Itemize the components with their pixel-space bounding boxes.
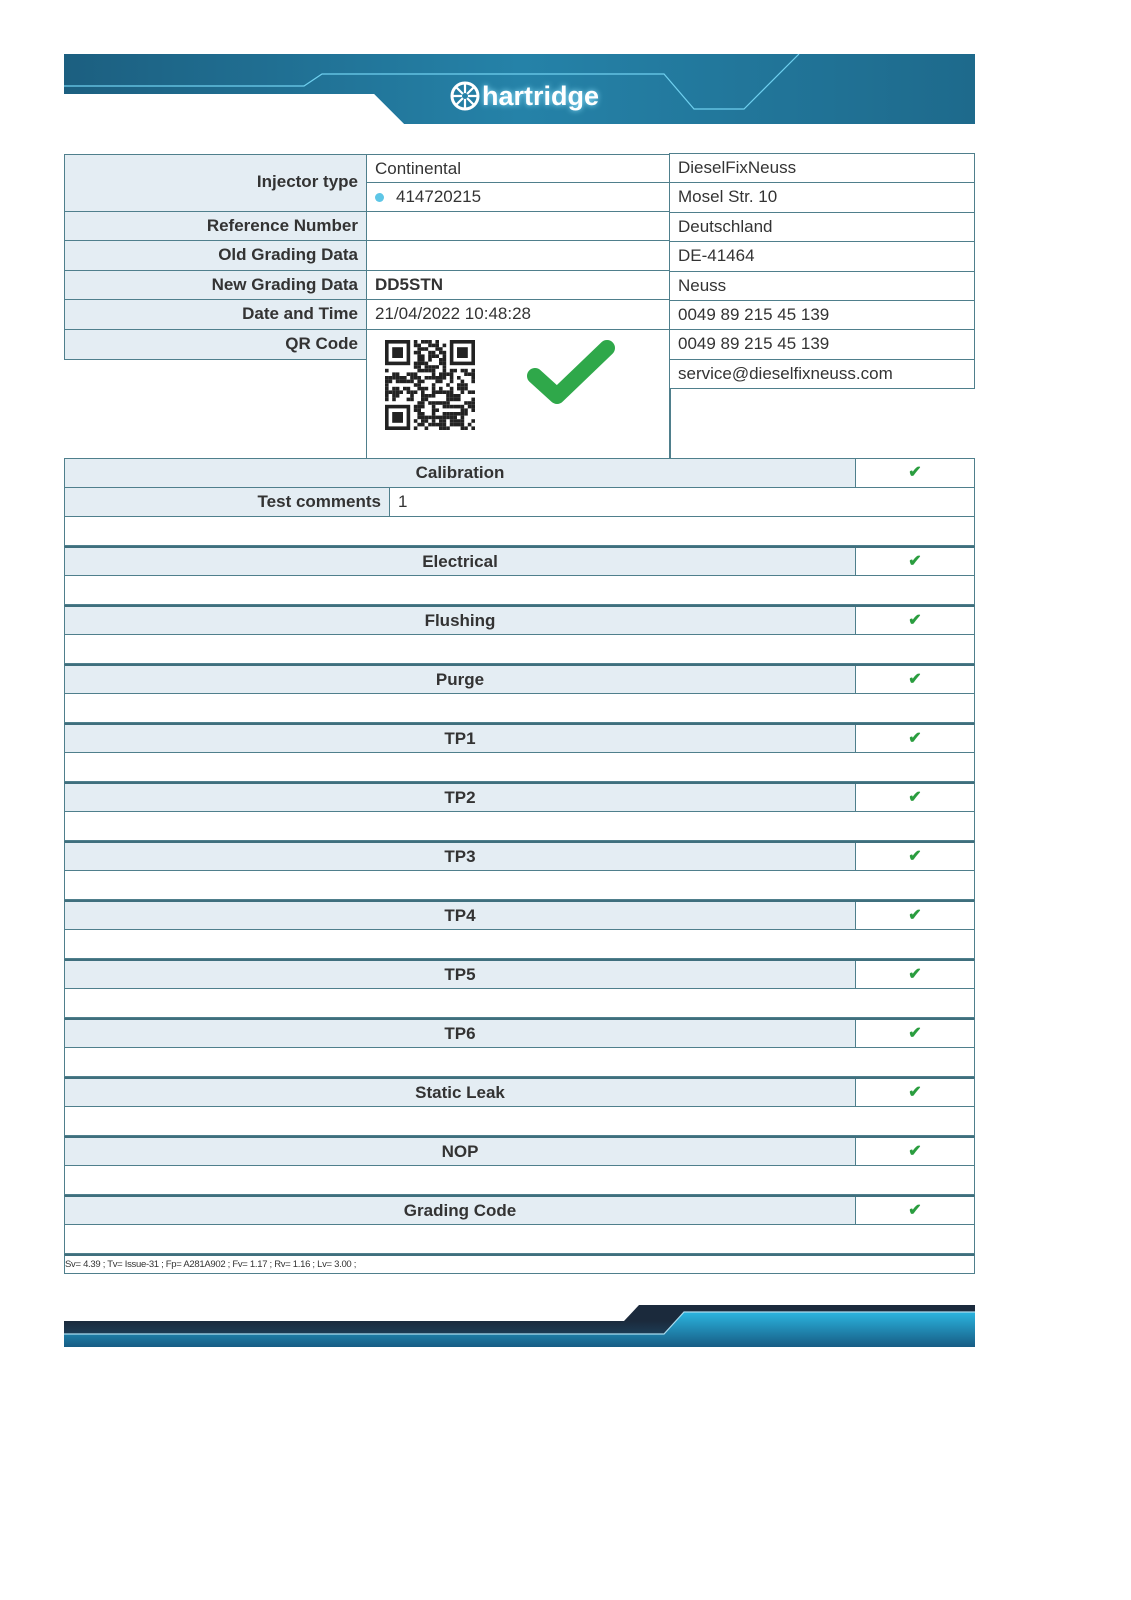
hartridge-logo: hartridge <box>450 80 599 112</box>
old-grading-label: Old Grading Data <box>64 240 367 271</box>
section-title: TP2 <box>65 784 856 811</box>
qr-code-image <box>385 340 475 430</box>
test-comments-value: 1 <box>398 492 408 511</box>
date-time-label: Date and Time <box>64 299 367 330</box>
section-header-row: TP6 ✔ <box>64 1018 975 1048</box>
section-header-row: Purge ✔ <box>64 664 975 694</box>
section-title: Grading Code <box>65 1197 856 1224</box>
header-banner <box>64 54 975 124</box>
test-sections-table: Calibration ✔ Test comments 1 Electrical ✔ Flu… <box>64 458 975 1274</box>
injector-make: Continental <box>366 154 670 183</box>
injector-part-number: 414720215 <box>366 182 670 212</box>
section-title: TP1 <box>65 725 856 752</box>
section-title: TP3 <box>65 843 856 870</box>
logo-text: hartridge <box>482 80 600 111</box>
section-detail-row <box>64 930 975 959</box>
new-grading-value: DD5STN <box>366 270 670 300</box>
pass-check-icon: ✔ <box>908 464 922 481</box>
part-dot-icon <box>375 193 384 203</box>
section-title: TP5 <box>65 961 856 988</box>
wheel-logo-icon <box>450 81 480 111</box>
company-line: Neuss <box>669 270 975 301</box>
pass-check-icon: ✔ <box>908 907 922 924</box>
pass-check-icon: ✔ <box>908 966 922 983</box>
pass-check-icon: ✔ <box>908 553 922 570</box>
pass-checkmark-icon <box>527 340 615 404</box>
pass-check-icon: ✔ <box>908 789 922 806</box>
section-detail-row <box>64 1225 975 1254</box>
section-detail-row <box>64 812 975 841</box>
pass-check-icon: ✔ <box>908 1025 922 1042</box>
section-title: Electrical <box>65 548 856 575</box>
section-title: NOP <box>65 1138 856 1165</box>
reference-number-value <box>366 211 670 241</box>
section-header-row: Electrical ✔ <box>64 546 975 576</box>
section-detail-row <box>64 989 975 1018</box>
injector-type-label: Injector type <box>64 154 367 212</box>
section-detail-row <box>64 1166 975 1195</box>
new-grading-label: New Grading Data <box>64 270 367 300</box>
part-number-text: 414720215 <box>396 187 482 206</box>
test-comments-label: Test comments <box>65 488 390 516</box>
pass-check-icon: ✔ <box>908 730 922 747</box>
footer-banner <box>64 1305 975 1347</box>
section-header-row: TP2 ✔ <box>64 782 975 812</box>
section-detail-row <box>64 871 975 900</box>
section-detail-row <box>64 635 975 664</box>
section-header-row: NOP ✔ <box>64 1136 975 1166</box>
date-time-value: 21/04/2022 10:48:28 <box>366 299 670 330</box>
section-header-row: TP4 ✔ <box>64 900 975 930</box>
column-divider <box>669 388 671 459</box>
company-line: Deutschland <box>669 211 975 243</box>
section-detail-row <box>64 517 975 546</box>
reference-number-label: Reference Number <box>64 211 367 241</box>
section-title: TP6 <box>65 1020 856 1047</box>
pass-check-icon: ✔ <box>908 1202 922 1219</box>
section-header-row: Static Leak ✔ <box>64 1077 975 1107</box>
software-versions: Sv= 4.39 ; Tv= Issue-31 ; Fp= A281A902 ;… <box>64 1254 975 1274</box>
pass-check-icon: ✔ <box>908 848 922 865</box>
section-title: TP4 <box>65 902 856 929</box>
section-header-row: TP3 ✔ <box>64 841 975 871</box>
qr-panel <box>366 329 670 460</box>
section-header-row: TP1 ✔ <box>64 723 975 753</box>
section-title: Calibration <box>65 459 856 487</box>
pass-check-icon: ✔ <box>908 1084 922 1101</box>
section-detail-row <box>64 1107 975 1136</box>
company-line: DieselFixNeuss <box>669 153 975 184</box>
section-header-row: Flushing ✔ <box>64 605 975 635</box>
pass-check-icon: ✔ <box>908 1143 922 1160</box>
section-header-row: Grading Code ✔ <box>64 1195 975 1225</box>
company-line: Mosel Str. 10 <box>669 182 975 213</box>
section-detail-row <box>64 576 975 605</box>
section-detail-row <box>64 694 975 723</box>
section-header-row: Calibration ✔ <box>64 458 975 488</box>
section-detail-row <box>64 753 975 782</box>
section-detail-row <box>64 1048 975 1077</box>
company-line[interactable]: service@dieselfixneuss.com <box>669 358 975 390</box>
section-header-row: TP5 ✔ <box>64 959 975 989</box>
company-line: DE-41464 <box>669 241 975 272</box>
pass-check-icon: ✔ <box>908 612 922 629</box>
old-grading-value <box>366 240 670 271</box>
section-title: Flushing <box>65 607 856 634</box>
test-comments-row: Test comments 1 <box>64 488 975 517</box>
company-line: 0049 89 215 45 139 <box>669 329 975 360</box>
company-line: 0049 89 215 45 139 <box>669 300 975 331</box>
section-title: Static Leak <box>65 1079 856 1106</box>
qr-code-label: QR Code <box>64 329 367 360</box>
pass-check-icon: ✔ <box>908 671 922 688</box>
section-title: Purge <box>65 666 856 693</box>
